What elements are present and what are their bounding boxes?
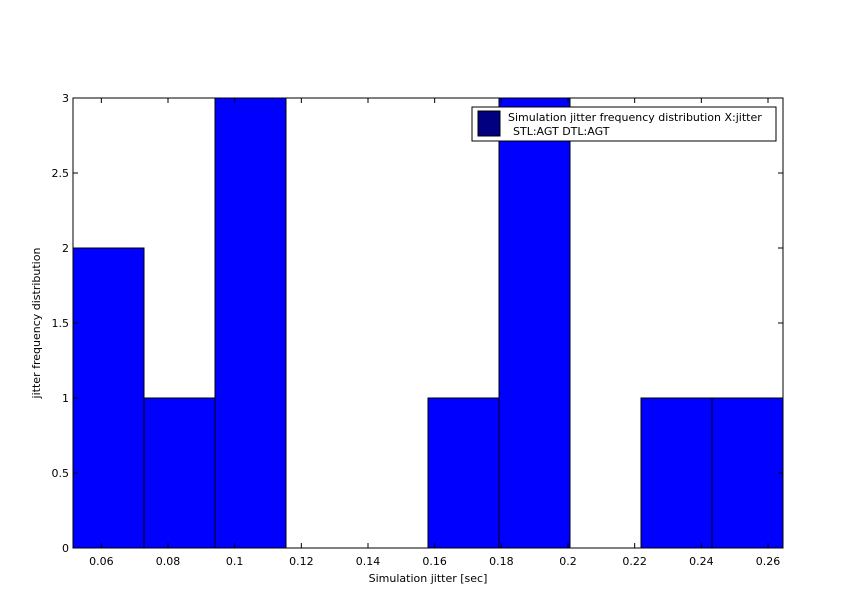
y-tick-label: 1.5 [52, 317, 70, 330]
x-tick-label: 0.26 [756, 555, 781, 568]
x-axis-label: Simulation jitter [sec] [369, 572, 488, 585]
histogram-bar [214, 97, 287, 549]
y-tick-label: 2 [62, 242, 69, 255]
histogram-bar [498, 97, 571, 549]
x-tick-label: 0.08 [156, 555, 181, 568]
histogram-bar [711, 397, 784, 549]
x-axis-ticks: 0.06 0.08 0.1 0.12 0.14 0.16 0.18 0.2 0.22 0.24 0.… [89, 98, 780, 568]
x-tick-label: 0.22 [622, 555, 647, 568]
legend-box [471, 106, 777, 142]
y-tick-label: 0 [62, 542, 69, 555]
y-tick-label: 3 [62, 92, 69, 105]
histogram-bar [72, 247, 145, 549]
x-tick-label: 0.06 [89, 555, 114, 568]
x-tick-label: 0.1 [226, 555, 244, 568]
legend-swatch [477, 110, 501, 137]
histogram-bar [640, 397, 713, 549]
x-tick-label: 0.16 [422, 555, 447, 568]
y-tick-label: 0.5 [52, 467, 70, 480]
legend-line-1: Simulation jitter frequency distribution… [508, 111, 762, 124]
bars-group [72, 97, 784, 549]
y-tick-label: 1 [62, 392, 69, 405]
x-tick-label: 0.14 [356, 555, 381, 568]
y-axis-ticks: 0 0.5 1 1.5 2 2.5 3 [52, 92, 783, 555]
legend-line-2: STL:AGT DTL:AGT [513, 125, 610, 138]
x-tick-label: 0.24 [689, 555, 714, 568]
x-tick-label: 0.12 [289, 555, 314, 568]
histogram-bar [143, 397, 216, 549]
histogram-bar [427, 397, 500, 549]
x-tick-label: 0.2 [559, 555, 577, 568]
y-axis-label: jitter frequency distribution [30, 248, 43, 400]
y-tick-label: 2.5 [52, 167, 70, 180]
legend: Simulation jitter frequency distribution… [471, 106, 777, 142]
x-tick-label: 0.18 [489, 555, 514, 568]
